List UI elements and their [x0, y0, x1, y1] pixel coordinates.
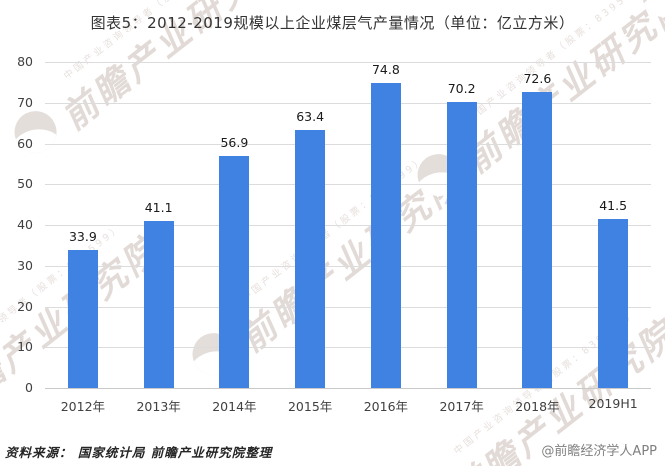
gridline — [45, 265, 651, 267]
y-axis-tick-label: 20 — [17, 298, 33, 314]
y-axis-tick-label: 80 — [17, 54, 33, 69]
x-axis-tick-label: 2016年 — [363, 399, 409, 414]
bar — [67, 249, 98, 388]
bar — [370, 83, 401, 388]
bar-column: 74.8 — [348, 62, 424, 388]
bar-column: 41.1 — [121, 62, 197, 388]
bar-column: 56.9 — [197, 62, 273, 388]
source-note: 资料来源： 国家统计局 前瞻产业研究院整理 — [5, 445, 273, 460]
y-axis-tick-label: 40 — [17, 217, 33, 232]
x-axis-tick-label: 2014年 — [212, 399, 257, 414]
y-axis-tick-label: 50 — [17, 176, 33, 192]
bar-value-label: 70.2 — [447, 80, 476, 96]
gridline — [45, 347, 651, 349]
gridline — [45, 102, 651, 104]
plot-area: 33.9 41.1 56.9 63.4 74.8 70.2 72.6 41.5 — [45, 62, 651, 389]
y-axis-tick-label: 10 — [17, 339, 33, 355]
bar-column: 72.6 — [500, 62, 576, 388]
bar — [446, 101, 477, 388]
x-axis-tick-label: 2015年 — [287, 399, 333, 414]
bar-column: 41.5 — [575, 62, 651, 388]
y-axis-tick-label: 70 — [17, 94, 33, 110]
bar-value-label: 33.9 — [68, 228, 97, 244]
bar-value-label: 56.9 — [220, 135, 249, 151]
bar-series: 33.9 41.1 56.9 63.4 74.8 70.2 72.6 41.5 — [45, 62, 651, 388]
bar — [598, 218, 629, 388]
y-axis: 0 10 20 30 40 50 60 70 80 — [0, 54, 37, 395]
x-axis-line — [45, 388, 651, 389]
gridline — [45, 62, 651, 63]
y-axis-tick-label: 0 — [25, 380, 33, 395]
bar — [295, 129, 326, 388]
gridline — [45, 184, 651, 186]
bar — [143, 220, 174, 388]
bar-value-label: 74.8 — [371, 62, 400, 78]
x-axis-tick-label: 2013年 — [136, 399, 181, 414]
bar — [522, 92, 553, 388]
bar-column: 33.9 — [45, 62, 121, 388]
credit-note: @前瞻经济学人APP — [541, 444, 657, 459]
bar-value-label: 41.5 — [599, 197, 628, 213]
bar-value-label: 41.1 — [144, 199, 173, 215]
x-axis-tick-label: 2019H1 — [588, 396, 638, 411]
gridline — [45, 143, 651, 145]
chart-title: 图表5：2012-2019规模以上企业煤层气产量情况（单位：亿立方米） — [90, 14, 575, 32]
x-axis: 2012年 2013年 2014年 2015年 2016年 2017年 2018年 2019H… — [45, 396, 651, 415]
y-axis-tick-label: 60 — [17, 135, 33, 151]
bar — [219, 156, 250, 388]
y-axis-tick-label: 30 — [17, 257, 33, 273]
bar-column: 70.2 — [424, 62, 500, 388]
x-axis-tick-label: 2017年 — [439, 399, 484, 414]
x-axis-tick-label: 2012年 — [60, 399, 106, 414]
bar-value-label: 72.6 — [523, 71, 552, 87]
bar-value-label: 63.4 — [296, 108, 325, 124]
gridline — [45, 306, 651, 308]
gridline — [45, 225, 651, 226]
bar-column: 63.4 — [272, 62, 348, 388]
x-axis-tick-label: 2018年 — [515, 399, 560, 414]
